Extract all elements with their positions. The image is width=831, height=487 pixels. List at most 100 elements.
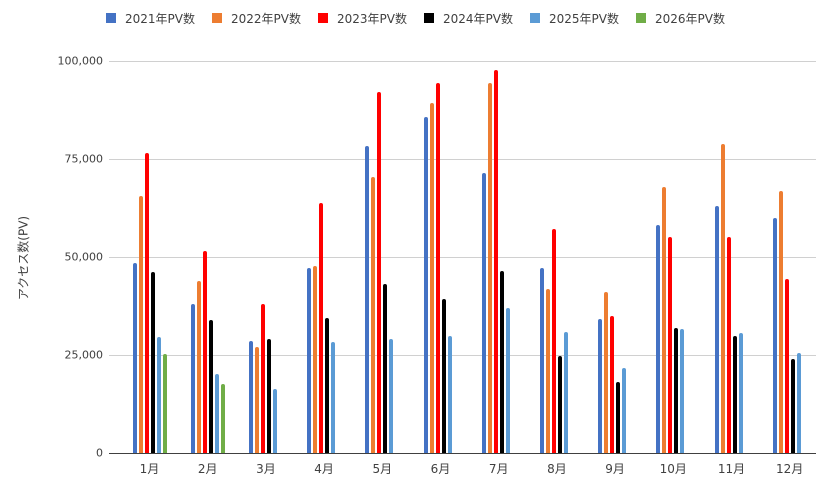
legend-swatch — [106, 13, 116, 23]
legend-swatch — [318, 13, 328, 23]
bar — [726, 236, 731, 453]
bar — [365, 145, 370, 453]
x-tick-label: 5月 — [372, 462, 393, 476]
x-tick-label: 9月 — [605, 462, 625, 476]
bar — [714, 205, 719, 453]
legend-item: 2024年PV数 — [424, 9, 530, 27]
legend-item: 2021年PV数 — [106, 9, 212, 27]
bar — [435, 83, 440, 453]
bar — [539, 267, 544, 453]
legend-swatch — [212, 13, 222, 23]
x-axis-line — [109, 453, 816, 454]
bar — [505, 307, 510, 453]
bar — [662, 186, 667, 453]
legend-label: 2024年PV数 — [443, 11, 513, 26]
bar — [377, 91, 382, 453]
bar — [162, 354, 167, 453]
bar — [493, 70, 498, 453]
legend-item: 2026年PV数 — [636, 9, 742, 27]
bar — [481, 172, 486, 453]
bar — [790, 358, 795, 453]
legend-swatch — [424, 13, 434, 23]
gridline — [109, 159, 816, 160]
legend-label: 2023年PV数 — [337, 11, 407, 26]
gridline — [109, 257, 816, 258]
bar — [325, 317, 330, 453]
bar — [220, 384, 225, 453]
bar — [680, 328, 685, 453]
x-tick-label: 10月 — [659, 462, 687, 476]
bar — [622, 367, 627, 453]
bar — [429, 103, 434, 453]
bar — [772, 217, 777, 453]
bar — [319, 202, 324, 453]
bar — [248, 341, 253, 453]
x-tick-label: 2月 — [197, 462, 218, 476]
x-tick-label: 8月 — [547, 462, 567, 476]
bar — [668, 236, 673, 453]
x-tick-label: 3月 — [256, 462, 276, 476]
bar — [738, 332, 743, 453]
bar — [551, 228, 556, 453]
bar — [487, 83, 492, 453]
bar — [778, 191, 783, 453]
legend-item: 2023年PV数 — [318, 9, 424, 27]
bar — [563, 331, 568, 453]
bar — [557, 356, 562, 453]
bar — [441, 298, 446, 453]
bar — [616, 381, 621, 453]
bar — [156, 336, 161, 453]
legend-label: 2022年PV数 — [231, 11, 301, 26]
bar — [190, 304, 195, 453]
bar — [371, 177, 376, 453]
legend-swatch — [530, 13, 540, 23]
legend-label: 2026年PV数 — [655, 11, 725, 26]
bar — [214, 374, 219, 453]
y-tick-label: 100,000 — [57, 54, 104, 68]
legend-swatch — [636, 13, 646, 23]
x-tick-label: 6月 — [430, 462, 451, 476]
bar — [266, 339, 271, 453]
bar — [598, 318, 603, 453]
bar — [784, 278, 789, 453]
legend-item: 2022年PV数 — [212, 9, 318, 27]
legend-label: 2021年PV数 — [125, 11, 195, 26]
bar — [423, 116, 428, 453]
bar — [254, 347, 259, 453]
chart-legend: 2021年PV数 2022年PV数 2023年PV数 2024年PV数 2025年PV数… — [106, 9, 742, 27]
gridline — [109, 355, 816, 356]
bar — [720, 144, 725, 453]
bar — [604, 292, 609, 453]
x-tick-label: 12月 — [776, 462, 804, 476]
x-tick-label: 7月 — [488, 462, 509, 476]
bar — [674, 327, 679, 453]
bar — [202, 251, 207, 453]
y-tick-label: 50,000 — [64, 250, 104, 264]
bar — [331, 341, 336, 453]
x-tick-label: 11月 — [717, 462, 746, 476]
bar — [138, 195, 143, 453]
bar — [389, 338, 394, 453]
bar — [610, 315, 615, 453]
bar — [656, 224, 661, 453]
bar — [144, 152, 149, 453]
x-tick-label: 4月 — [314, 462, 334, 476]
bar — [732, 335, 737, 453]
legend-item: 2025年PV数 — [530, 9, 636, 27]
bar — [499, 270, 504, 453]
bar — [208, 320, 213, 453]
bar — [545, 289, 550, 453]
bar — [313, 266, 318, 453]
bar — [796, 352, 801, 453]
bar — [150, 271, 155, 453]
x-tick-label: 1月 — [139, 462, 160, 476]
y-tick-label: 0 — [96, 446, 103, 460]
bar — [196, 280, 201, 453]
legend-label: 2025年PV数 — [549, 11, 619, 26]
gridline — [109, 61, 816, 62]
bar — [272, 389, 277, 453]
y-tick-label: 25,000 — [64, 348, 104, 362]
bar — [132, 262, 137, 453]
bar — [260, 304, 265, 453]
